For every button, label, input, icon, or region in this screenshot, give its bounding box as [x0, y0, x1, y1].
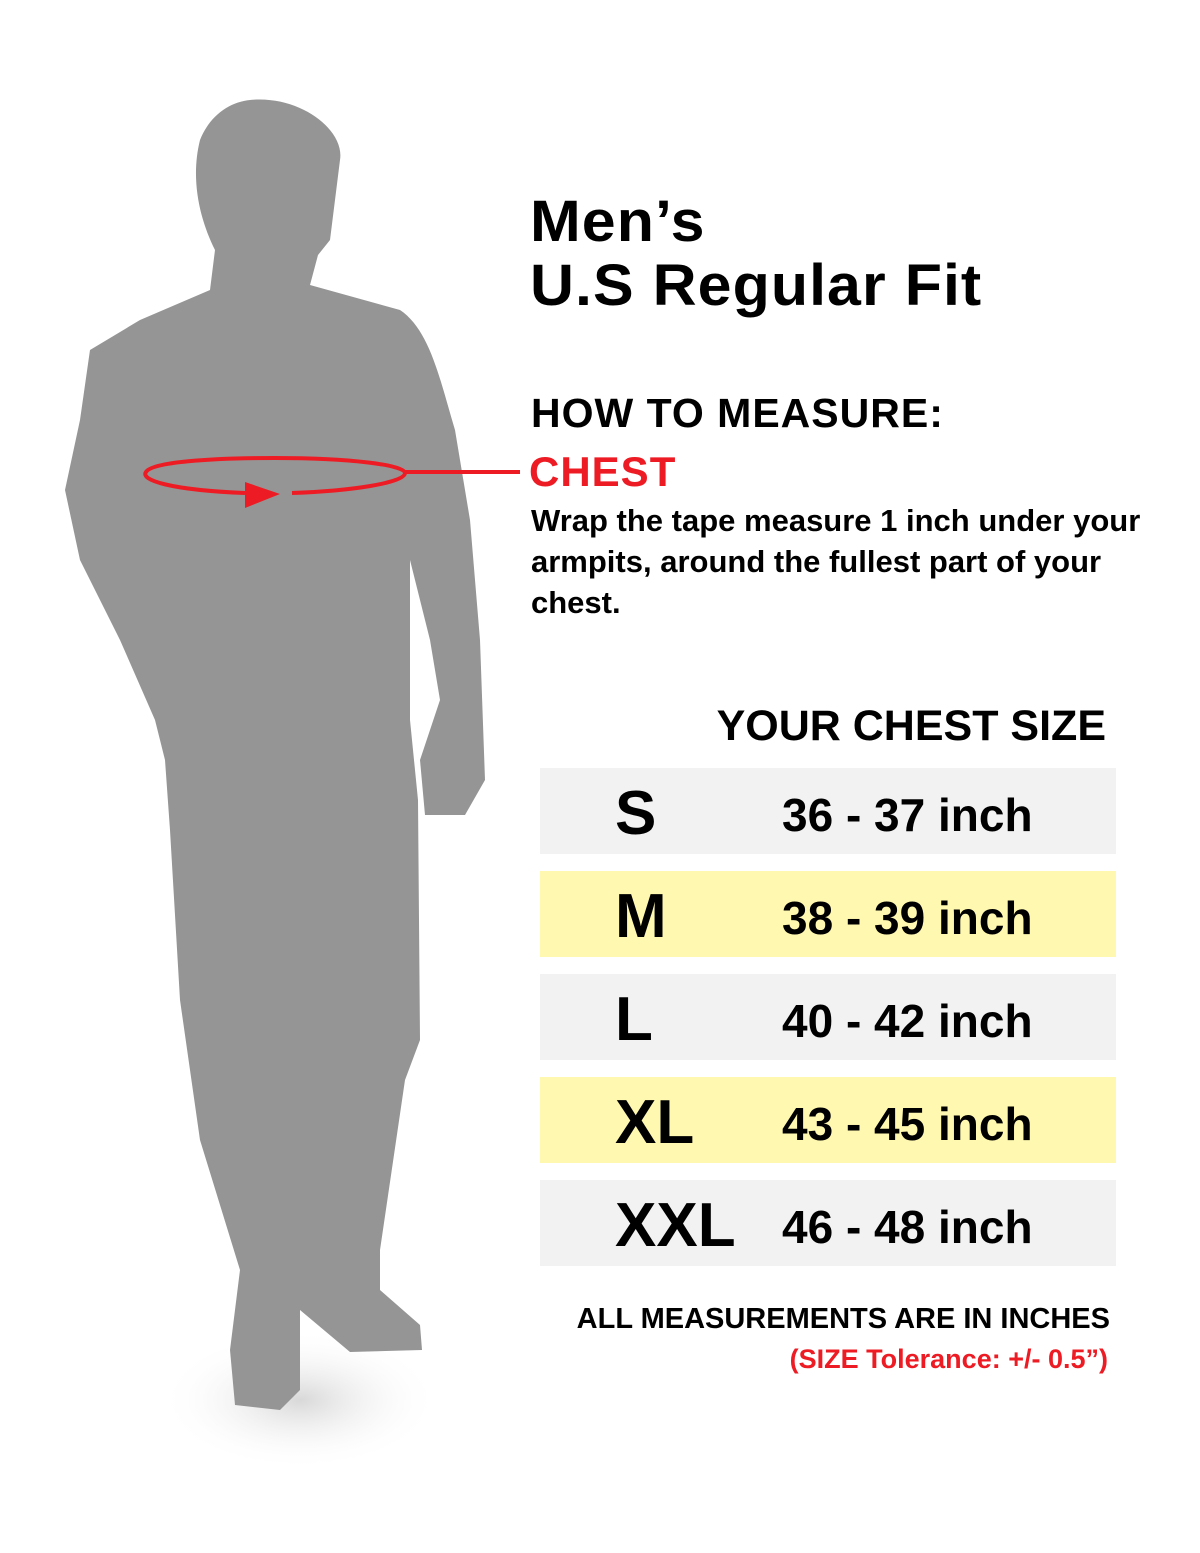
size-row-l: L 40 - 42 inch — [540, 974, 1116, 1060]
size-row-s: S 36 - 37 inch — [540, 768, 1116, 854]
size-range: 36 - 37 inch — [782, 789, 1033, 841]
floor-shadow — [160, 1330, 440, 1470]
size-label: XXL — [615, 1191, 736, 1260]
size-row-xl: XL 43 - 45 inch — [540, 1077, 1116, 1163]
title-line-1: Men’s — [530, 189, 706, 254]
measure-instructions: Wrap the tape measure 1 inch under your … — [531, 503, 1141, 620]
size-label: S — [615, 779, 657, 848]
size-label: XL — [615, 1088, 695, 1157]
title-line-2: U.S Regular Fit — [530, 253, 983, 318]
size-row-m: M 38 - 39 inch — [540, 871, 1116, 957]
how-to-measure-heading: HOW TO MEASURE: — [531, 390, 944, 436]
size-label: L — [615, 985, 653, 1054]
size-range: 43 - 45 inch — [782, 1098, 1033, 1150]
measurement-units-note: ALL MEASUREMENTS ARE IN INCHES — [576, 1303, 1110, 1335]
size-row-xxl: XXL 46 - 48 inch — [540, 1180, 1116, 1266]
size-table-heading: YOUR CHEST SIZE — [716, 702, 1106, 750]
size-range: 46 - 48 inch — [782, 1201, 1033, 1253]
size-tolerance-note: (SIZE Tolerance: +/- 0.5”) — [789, 1344, 1108, 1374]
man-silhouette — [65, 99, 485, 1410]
man-silhouette-illustration — [65, 99, 520, 1470]
size-range: 38 - 39 inch — [782, 892, 1033, 944]
size-label: M — [615, 882, 667, 951]
tape-measure-icon — [143, 455, 520, 508]
size-range: 40 - 42 inch — [782, 995, 1033, 1047]
chest-label: CHEST — [529, 448, 677, 495]
